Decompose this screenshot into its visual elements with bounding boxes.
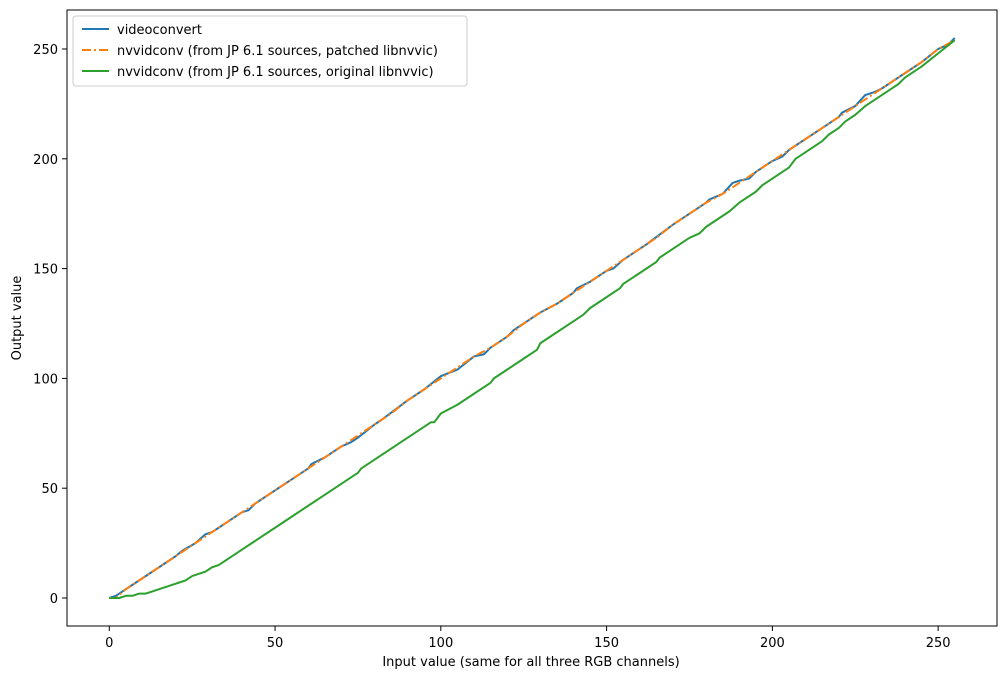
y-tick-label: 200 [33, 153, 58, 168]
y-tick-label: 150 [33, 263, 58, 278]
series-line-2 [109, 39, 956, 599]
y-tick-label: 250 [33, 43, 58, 58]
x-axis-label: Input value (same for all three RGB chan… [382, 655, 679, 670]
legend-label-2: nvvidconv (from JP 6.1 sources, patched … [117, 44, 438, 59]
x-tick-label: 100 [428, 636, 453, 651]
series-line-3 [109, 39, 956, 599]
legend-box [72, 15, 468, 87]
y-tick-label: 50 [41, 482, 58, 497]
x-tick-label: 50 [267, 636, 284, 651]
series-layer [108, 37, 956, 599]
legend: videoconvert nvvidconv (from JP 6.1 sourc… [72, 15, 468, 87]
y-tick-label: 100 [33, 372, 58, 387]
y-axis: 0 50 100 150 200 250 [33, 43, 67, 607]
legend-label-3: nvvidconv (from JP 6.1 sources, original… [117, 65, 434, 80]
x-tick-label: 200 [760, 636, 785, 651]
x-tick-label: 250 [926, 636, 951, 651]
plot-frame [66, 9, 998, 627]
x-axis: 0 50 100 150 200 250 [105, 626, 951, 651]
x-tick-label: 0 [105, 636, 113, 651]
y-axis-label: Output value [10, 276, 25, 361]
x-tick-label: 150 [594, 636, 619, 651]
y-tick-label: 0 [50, 592, 58, 607]
legend-label-1: videoconvert [117, 23, 202, 38]
